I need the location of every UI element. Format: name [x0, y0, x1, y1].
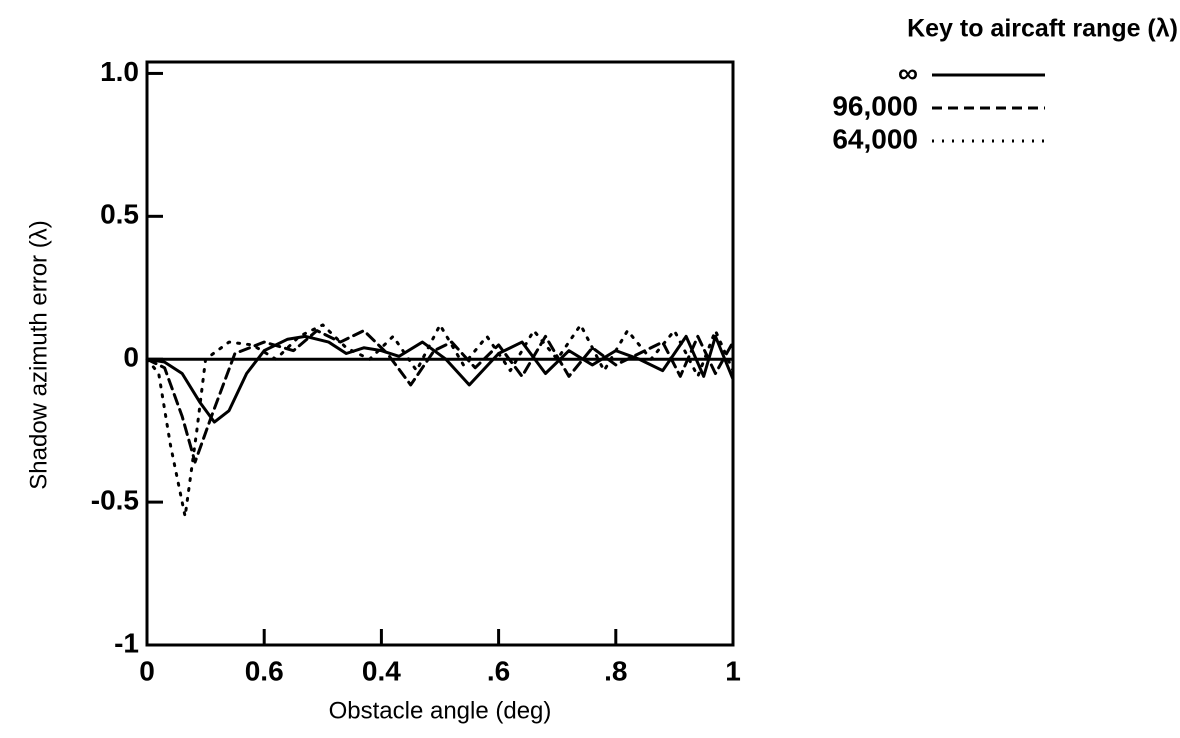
y-tick-label: 0 — [123, 342, 139, 373]
y-axis-label: Shadow azimuth error (λ) — [25, 220, 52, 489]
legend-label: ∞ — [898, 57, 918, 88]
legend-label: 64,000 — [832, 123, 918, 154]
x-tick-label: 0.6 — [245, 655, 284, 686]
legend-title: Key to aircaft range (λ) — [907, 15, 1178, 43]
y-tick-label: 1.0 — [100, 56, 139, 87]
y-tick-label: -1 — [114, 627, 139, 658]
y-tick-label: 0.5 — [100, 199, 139, 230]
series-line — [145, 334, 735, 424]
x-tick-label: .8 — [604, 655, 627, 686]
series-line — [145, 329, 735, 464]
x-tick-label: 0 — [139, 655, 155, 686]
x-tick-label: 0.4 — [362, 655, 401, 686]
x-axis-label: Obstacle angle (deg) — [329, 697, 552, 724]
x-tick-label: .6 — [487, 655, 510, 686]
legend-label: 96,000 — [832, 90, 918, 121]
plot-frame — [145, 60, 735, 647]
y-tick-label: -0.5 — [91, 484, 139, 515]
x-tick-label: 1 — [725, 655, 741, 686]
